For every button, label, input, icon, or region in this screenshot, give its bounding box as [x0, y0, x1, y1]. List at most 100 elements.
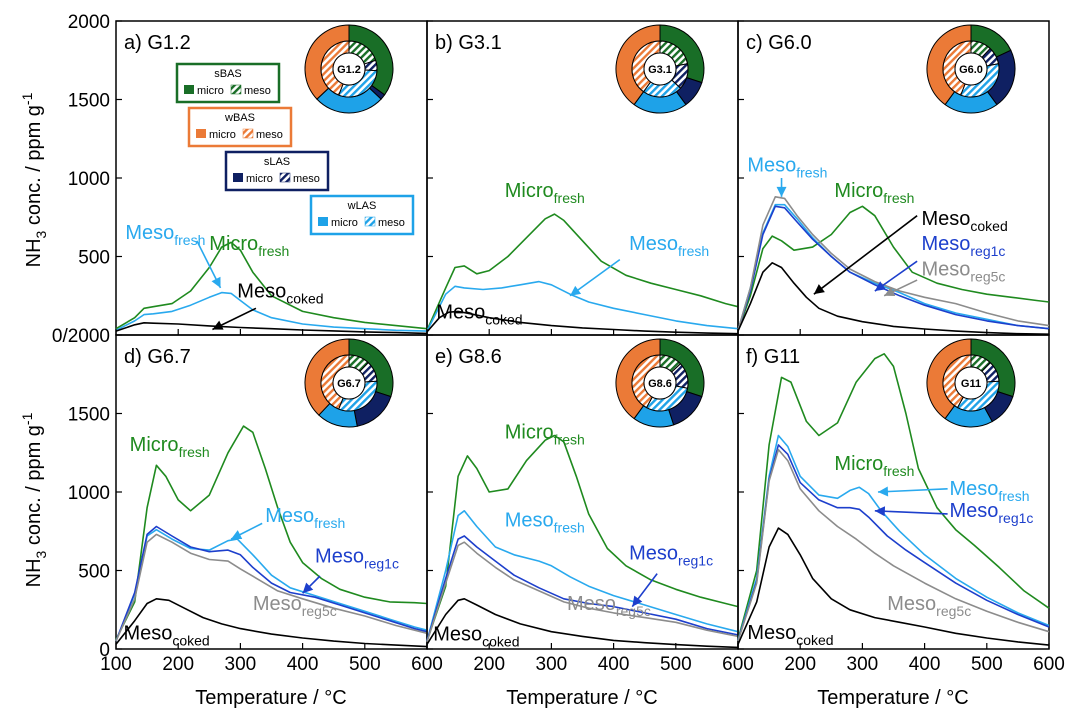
legend-swatch-micro: [184, 85, 194, 94]
donut-label: G11: [961, 378, 981, 390]
annotation-arrowhead: [776, 186, 787, 197]
x-tick-label: 200: [473, 654, 505, 675]
donut-center: [643, 52, 677, 86]
panel-2: b) G3.1 Microfresh Mesofresh Mesocoked G3.1: [426, 20, 739, 336]
y-tick-label: 500: [78, 248, 110, 269]
legend-swatch-micro: [318, 217, 328, 226]
x-tick-label: 300: [536, 654, 568, 675]
series-micro-fresh: [737, 353, 1050, 640]
series-meso-fresh: [426, 510, 739, 642]
legend-swatch-micro: [196, 129, 206, 138]
y-tick-label: 1000: [68, 483, 110, 504]
x-axis-label-3: Temperature / °C: [817, 687, 968, 709]
annotation-label: Mesocoked: [433, 623, 519, 649]
legend-box: [224, 150, 330, 192]
series-meso-coked: [426, 310, 739, 335]
annotation-label: Mesoreg1c: [949, 500, 1033, 526]
legend-swatch-meso: [279, 172, 291, 183]
series-meso-fresh: [737, 434, 1050, 641]
annotation-label: Microfresh: [505, 422, 585, 448]
legend-title: sLAS: [264, 156, 290, 168]
y-tick-label: 1000: [68, 169, 110, 190]
annotation-label: Mesoreg1c: [315, 546, 399, 572]
x-tick-label: 100: [100, 654, 132, 675]
donut-center: [954, 52, 988, 86]
donut-label: G6.0: [959, 64, 983, 76]
legend-label-meso: meso: [378, 217, 405, 229]
legend-label-meso: meso: [256, 129, 283, 141]
annotation-label: Mesofresh: [125, 222, 205, 248]
series-micro-fresh: [115, 425, 428, 640]
legend-sLAS: sLAS micro meso: [224, 150, 330, 192]
x-axis-label-2: Temperature / °C: [506, 687, 657, 709]
x-tick-label: 400: [909, 654, 941, 675]
annotation-arrowhead: [212, 320, 224, 330]
annotation-arrowhead: [874, 281, 886, 292]
series-meso-reg5c: [737, 196, 1050, 331]
annotation-arrowhead: [884, 286, 896, 296]
x-tick-label: 600: [722, 654, 754, 675]
y-axis-label-top: NH3 conc. / ppm g-1: [19, 92, 49, 267]
annotation-label: Mesocoked: [436, 302, 522, 328]
x-tick-label: 400: [598, 654, 630, 675]
acid-site-donut: G3.1: [615, 24, 705, 114]
axes-layer: 100 200 300 400 500 600 200 300 400 500 600 200 300 4…: [52, 12, 1065, 675]
donut-center: [332, 52, 366, 86]
panel-label: b) G3.1: [435, 32, 502, 54]
legend-wBAS: wBAS micro meso: [187, 106, 293, 148]
annotation-label: Mesoreg5c: [887, 593, 971, 619]
legend-title: wLAS: [347, 200, 377, 212]
acid-site-donut: G8.6: [615, 338, 705, 428]
legend-label-meso: meso: [244, 85, 271, 97]
series-meso-fresh: [115, 528, 428, 642]
annotation-label: Microfresh: [505, 180, 585, 206]
panel-5: e) G8.6 Microfresh Mesofresh Mesoreg1c Mesor…: [426, 334, 739, 650]
donut-label: G1.2: [337, 64, 361, 76]
legend-box: [309, 194, 415, 236]
x-tick-label: 500: [660, 654, 692, 675]
legend-box: [187, 106, 293, 148]
series-micro-fresh: [737, 205, 1050, 331]
series-meso-reg5c: [115, 533, 428, 642]
y-tick-label: 1500: [68, 91, 110, 112]
legend-label-micro: micro: [331, 217, 358, 229]
acid-site-donut: G11: [926, 338, 1016, 428]
legend-sBAS: sBAS micro meso: [175, 62, 281, 104]
annotation-label: Mesofresh: [505, 510, 585, 536]
legend-swatch-micro: [233, 173, 243, 182]
x-tick-label: 600: [1033, 654, 1065, 675]
series-meso-reg5c: [737, 448, 1050, 642]
x-tick-label: 600: [411, 654, 443, 675]
panel-label: d) G6.7: [124, 346, 191, 368]
annotation-label: Mesofresh: [629, 233, 709, 259]
donut-center: [332, 366, 366, 400]
x-tick-label: 200: [784, 654, 816, 675]
series-micro-fresh: [426, 213, 739, 331]
acid-site-donut: G6.7: [304, 338, 394, 428]
annotation-label: Mesofresh: [949, 478, 1029, 504]
x-tick-label: 500: [349, 654, 381, 675]
annotation-label: Microfresh: [834, 180, 914, 206]
annotation-label: Mesocoked: [747, 622, 833, 648]
legend-box: [175, 62, 281, 104]
legend-label-meso: meso: [293, 173, 320, 185]
legend-swatch-meso: [230, 84, 242, 95]
legend-title: wBAS: [224, 112, 255, 124]
series-meso-coked: [115, 598, 428, 648]
legend-wLAS: wLAS micro meso: [309, 194, 415, 236]
annotation-label: Mesoreg1c: [629, 543, 713, 569]
annotation-arrowhead: [874, 506, 886, 517]
donut-label: G6.7: [337, 378, 361, 390]
annotation-label: Mesofresh: [265, 505, 345, 531]
panel-label: a) G1.2: [124, 32, 191, 54]
donut-label: G3.1: [648, 64, 672, 76]
series-micro-fresh: [115, 241, 428, 330]
x-tick-label: 300: [225, 654, 257, 675]
donut-label: G8.6: [648, 378, 672, 390]
donut-center: [954, 366, 988, 400]
legend-swatch-meso: [242, 128, 254, 139]
annotation-label: Microfresh: [834, 453, 914, 479]
annotation-label: Mesofresh: [747, 155, 827, 181]
